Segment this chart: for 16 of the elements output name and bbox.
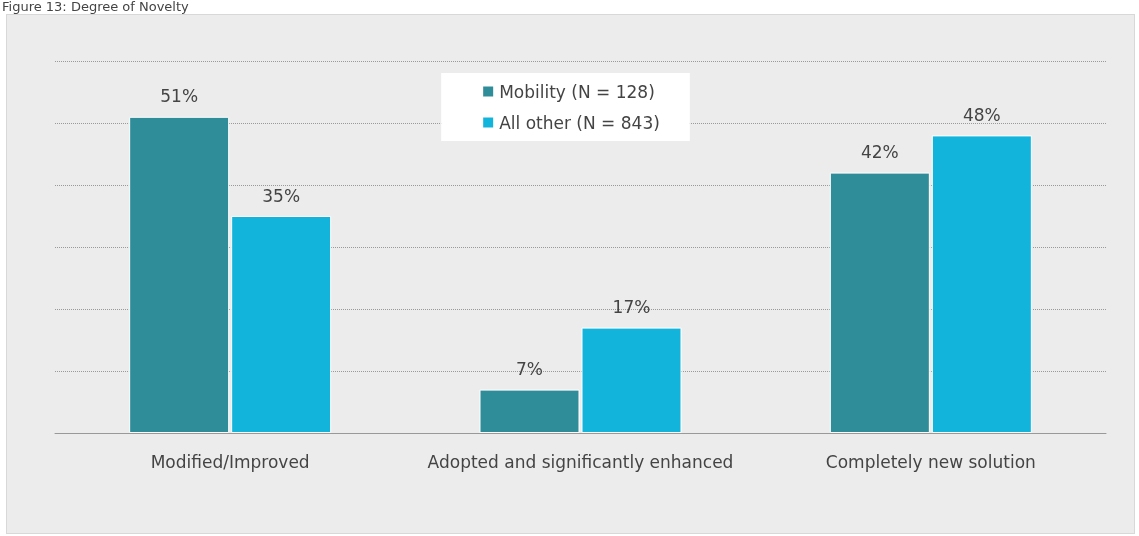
bar bbox=[231, 216, 332, 433]
x-tick-label: Modified/Improved bbox=[150, 451, 310, 472]
data-label: 48% bbox=[962, 104, 1001, 125]
data-label: 7% bbox=[516, 359, 543, 380]
bar bbox=[829, 172, 930, 433]
data-label: 35% bbox=[262, 185, 301, 206]
legend-label: All other (N = 843) bbox=[499, 112, 660, 133]
chart-title: Figure 13: Degree of Novelty bbox=[1, 0, 190, 14]
legend-label: Mobility (N = 128) bbox=[499, 81, 655, 102]
data-label: 51% bbox=[160, 86, 199, 107]
bar bbox=[129, 116, 230, 433]
x-tick-label: Adopted and significantly enhanced bbox=[427, 451, 734, 472]
data-label: 42% bbox=[860, 142, 899, 163]
x-tick-label: Completely new solution bbox=[825, 451, 1036, 472]
data-label: 17% bbox=[612, 297, 651, 318]
bar bbox=[931, 135, 1032, 433]
